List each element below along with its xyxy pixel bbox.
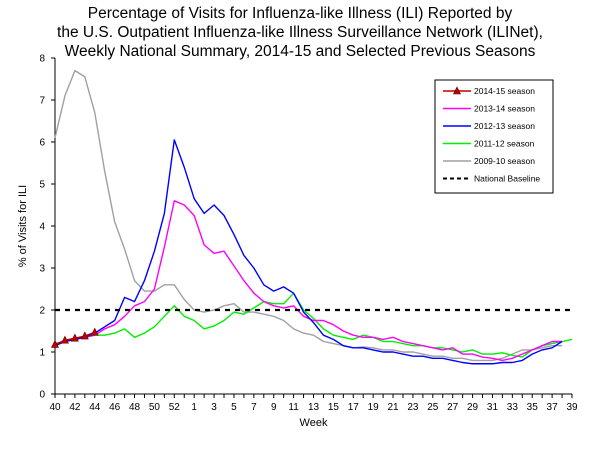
x-tick-label: 37 [547, 402, 559, 413]
x-tick-label: 46 [109, 402, 121, 413]
series-point-2014-15-season [90, 327, 99, 336]
x-tick-label: 7 [251, 402, 257, 413]
x-tick-label: 29 [467, 402, 479, 413]
legend-label-2013-14-season: 2013-14 season [474, 104, 535, 114]
y-tick-label: 8 [39, 54, 45, 65]
x-tick-label: 23 [407, 402, 419, 413]
series-point-2014-15-season [51, 339, 59, 348]
y-axis-label: % of Visits for ILI [17, 185, 29, 267]
legend-label-2009-10-season: 2009-10 season [474, 156, 535, 166]
y-tick-label: 1 [39, 348, 45, 359]
chart-title-line-2: the U.S. Outpatient Influenza-like Illne… [57, 24, 543, 41]
legend: 2014-15 season 2013-14 season 2012-13 seas… [434, 79, 554, 194]
series-point-2014-15-season [60, 335, 69, 344]
x-tick-label: 11 [288, 402, 299, 413]
x-tick-label: 40 [49, 402, 61, 413]
y-tick-label: 2 [39, 306, 45, 317]
x-tick-label: 21 [387, 402, 399, 413]
series-point-2014-15-season [70, 333, 79, 342]
y-tick-label: 6 [39, 138, 45, 149]
series-line-2011-12-season [54, 292, 573, 358]
x-tick-label: 50 [149, 402, 161, 413]
y-tick-label: 0 [39, 390, 45, 401]
x-tick-label: 1 [191, 402, 197, 413]
x-tick-label: 39 [566, 402, 578, 413]
legend-box [434, 79, 554, 194]
series-layer [51, 69, 573, 365]
x-tick-label: 15 [328, 402, 340, 413]
legend-label-2011-12-season: 2011-12 season [474, 139, 535, 149]
legend-label-2012-13-season: 2012-13 season [474, 121, 535, 131]
x-tick-label: 48 [129, 402, 141, 413]
y-tick-label: 7 [39, 96, 45, 107]
legend-marker-2014-15-season [453, 86, 461, 95]
x-tick-label: 17 [348, 402, 360, 413]
x-axis-label: Week [300, 417, 328, 429]
x-tick-label: 3 [211, 402, 217, 413]
series-line-2013-14-season [54, 200, 563, 362]
x-tick-label: 27 [447, 402, 459, 413]
x-tick-label: 31 [487, 402, 499, 413]
chart-title: Percentage of Visits for Influenza-like … [0, 4, 600, 61]
chart-title-line-1: Percentage of Visits for Influenza-like … [87, 5, 513, 22]
x-tick-label: 33 [507, 402, 519, 413]
x-tick-label: 9 [271, 402, 277, 413]
x-tick-label: 42 [69, 402, 81, 413]
series-line-2009-10-season [54, 69, 563, 362]
legend-label-national-baseline: National Baseline [474, 174, 540, 184]
x-tick-label: 19 [368, 402, 380, 413]
x-tick-label: 25 [427, 402, 439, 413]
chart-title-line-3: Weekly National Summary, 2014-15 and Sel… [64, 43, 536, 60]
x-tick-label: 52 [169, 402, 181, 413]
x-tick-label: 44 [89, 402, 101, 413]
x-tick-label: 35 [527, 402, 539, 413]
x-tick-label: 5 [231, 402, 237, 413]
series-line-2012-13-season [54, 139, 563, 365]
series-point-2014-15-season [80, 331, 89, 340]
x-tick-label: 13 [308, 402, 320, 413]
y-tick-label: 4 [39, 222, 45, 233]
y-tick-label: 5 [39, 180, 45, 191]
legend-label-2014-15-season: 2014-15 season [474, 86, 535, 96]
y-tick-label: 3 [39, 264, 45, 275]
